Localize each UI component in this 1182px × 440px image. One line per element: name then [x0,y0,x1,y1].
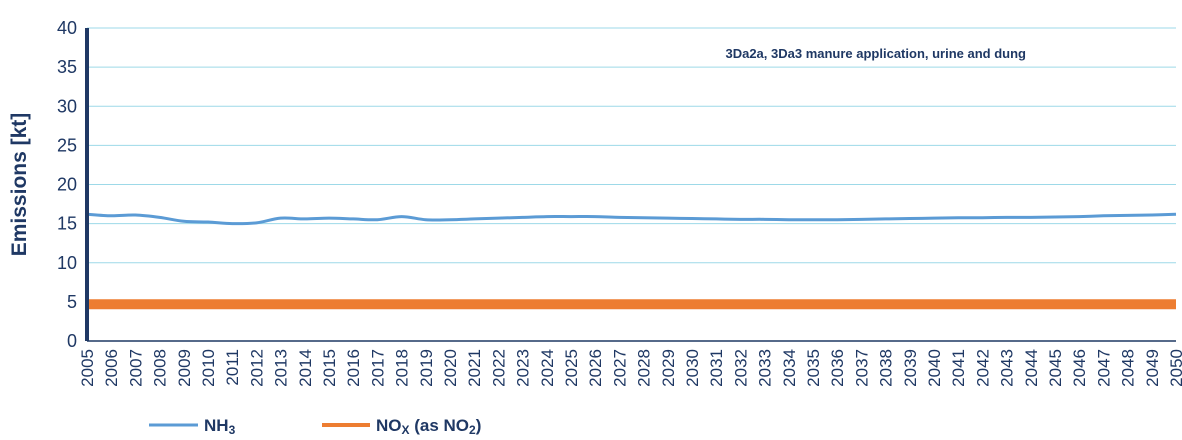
x-tick-label: 2020 [441,349,460,387]
x-tick-label: 2037 [852,349,871,387]
y-tick-label: 35 [57,57,77,77]
x-tick-label: 2043 [998,349,1017,387]
legend-label: NOX (as NO2) [376,416,481,437]
x-tick-label: 2008 [151,349,170,387]
y-axis-label: Emissions [kt] [8,113,31,257]
x-tick-label: 2047 [1094,349,1113,387]
x-tick-label: 2042 [973,349,992,387]
x-tick-label: 2026 [586,349,605,387]
x-tick-label: 2038 [877,349,896,387]
x-tick-label: 2034 [780,349,799,387]
x-tick-label: 2048 [1119,349,1138,387]
legend-label: NH3 [204,416,236,437]
x-tick-label: 2009 [175,349,194,387]
x-tick-label: 2033 [756,349,775,387]
x-tick-label: 2014 [296,349,315,387]
x-tick-label: 2013 [272,349,291,387]
x-tick-label: 2015 [320,349,339,387]
x-tick-label: 2023 [514,349,533,387]
x-tick-label: 2028 [635,349,654,387]
x-tick-label: 2041 [949,349,968,387]
x-tick-label: 2032 [731,349,750,387]
x-tick-label: 2012 [247,349,266,387]
x-tick-label: 2005 [78,349,97,387]
y-tick-label: 15 [57,214,77,234]
y-tick-label: 10 [57,253,77,273]
x-tick-label: 2010 [199,349,218,387]
x-tick-label: 2045 [1046,349,1065,387]
y-tick-label: 40 [57,18,77,38]
series-lines [86,212,1177,310]
x-tick-label: 2021 [465,349,484,387]
x-tick-label: 2006 [102,349,121,387]
x-tick-label: 2025 [562,349,581,387]
series-line-nh3 [86,212,1177,226]
x-tick-label: 2031 [707,349,726,387]
x-tick-label: 2022 [489,349,508,387]
x-tick-label: 2019 [417,349,436,387]
x-tick-label: 2011 [223,349,242,386]
y-tick-label: 0 [67,331,77,351]
x-tick-label: 2040 [925,349,944,387]
x-tick-label: 2016 [344,349,363,387]
y-tick-label: 25 [57,135,77,155]
x-tick-label: 2049 [1143,349,1162,387]
x-tick-label: 2017 [368,349,387,387]
gridlines [87,27,1176,303]
x-tick-label: 2046 [1070,349,1089,387]
legend: NH3 NOX (as NO2) [149,416,481,437]
x-tick-label: 2044 [1022,349,1041,387]
x-tick-label: 2024 [538,349,557,387]
x-tick-label: 2050 [1167,349,1182,387]
x-tick-label: 2027 [610,349,629,387]
x-tick-label: 2029 [659,349,678,387]
chart-annotation: 3Da2a, 3Da3 manure application, urine an… [725,46,1026,61]
x-tick-label: 2039 [901,349,920,387]
y-tick-label: 30 [57,96,77,116]
x-tick-label: 2036 [828,349,847,387]
x-tick-label: 2007 [126,349,145,387]
x-tick-label: 2035 [804,349,823,387]
y-tick-label: 20 [57,175,77,195]
x-tick-label: 2030 [683,349,702,387]
x-tick-label: 2018 [393,349,412,387]
y-tick-label: 5 [67,292,77,312]
x-tick-labels: 2005 2006 2007 2008 2009 2010 2011 2012 2013 2014… [78,349,1182,387]
y-tick-labels: 0 5 10 15 20 25 30 35 40 [57,18,77,351]
